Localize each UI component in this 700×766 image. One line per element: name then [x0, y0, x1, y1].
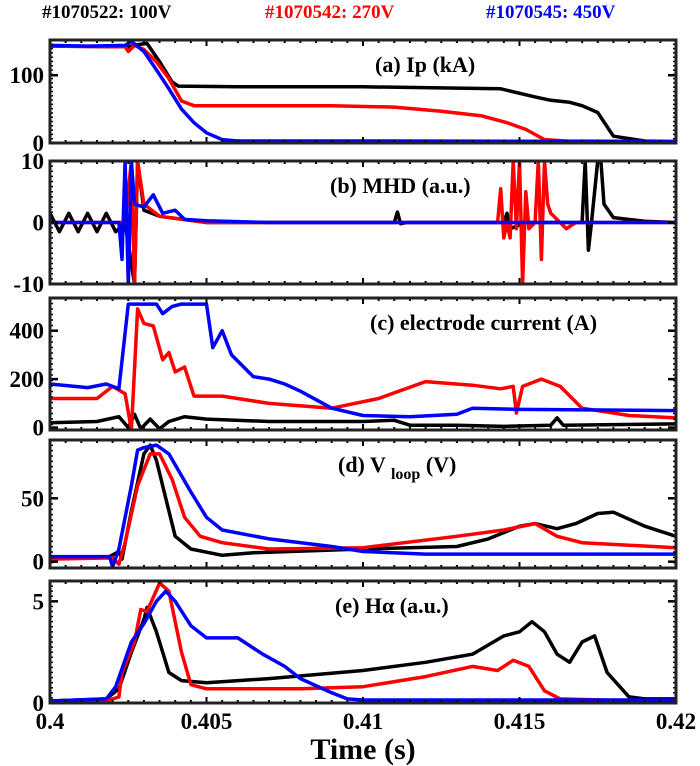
series-line-450v [50, 302, 676, 419]
panel-title: (b) MHD (a.u.) [330, 173, 471, 198]
series-line-100v [50, 161, 676, 284]
series-line-450v [50, 443, 676, 568]
plot-frame [48, 438, 678, 570]
y-tick-label: 400 [10, 319, 45, 344]
x-axis-label: Time (s) [310, 733, 415, 766]
y-tick-label: 5 [33, 589, 45, 614]
x-tick-label: 0.415 [494, 709, 546, 734]
y-tick-label: 0 [33, 211, 45, 236]
panel-b: -10 0 10 (b) MHD (a.u.) [13, 149, 678, 297]
panel-title: (e) Hα (a.u.) [335, 593, 449, 618]
x-tick-label: 0.42 [656, 709, 696, 734]
legend-entry-450v: #1070545: 450V [486, 2, 616, 23]
series-line-270v [50, 43, 676, 143]
plot-frame [48, 579, 678, 705]
x-tick-label: 0.405 [181, 709, 233, 734]
series-line-450v [50, 161, 676, 284]
y-tick-label: 50 [21, 486, 44, 511]
plot-frame [48, 38, 678, 145]
series-line-270v [50, 161, 676, 284]
legend-entry-270v: #1070542: 270V [265, 2, 395, 23]
plot-frame [48, 296, 678, 432]
y-tick-label: 200 [10, 367, 45, 392]
series-line-270v [50, 307, 676, 430]
series-line-450v [50, 40, 676, 143]
series-line-270v [50, 452, 676, 566]
y-tick-label: 0 [33, 416, 45, 441]
panel-title: (a) Ip (kA) [375, 52, 475, 77]
panel-e: 0 5 (e) Hα (a.u.) 0.4 0.405 0.41 0.415 0.42 Time… [33, 579, 696, 766]
x-tick-label: 0.41 [343, 709, 383, 734]
series-line-100v [50, 605, 676, 703]
series-line-270v [50, 581, 676, 703]
y-tick-label: 0 [33, 550, 45, 575]
series-line-100v [50, 41, 676, 143]
plot-frame [48, 159, 678, 286]
x-tick-label: 0.4 [36, 709, 65, 734]
panel-title-part: loop [391, 466, 420, 483]
y-tick-label: 100 [10, 63, 45, 88]
legend: #1070522: 100V #1070542: 270V #1070545: … [0, 0, 700, 26]
y-tick-label: 10 [21, 149, 44, 174]
y-tick-label: 0 [33, 131, 45, 156]
panel-c: 0 200 400 (c) electrode current (A) [10, 296, 678, 441]
panel-title-part: (d) V [338, 452, 391, 477]
panel-title: (d) V loop (V) [338, 452, 456, 483]
panel-title-part: (V) [420, 452, 456, 477]
y-tick-label: 0 [33, 691, 45, 716]
legend-entry-100v: #1070522: 100V [42, 2, 172, 23]
panel-title: (c) electrode current (A) [370, 310, 597, 335]
y-tick-label: -10 [13, 272, 44, 297]
panel-d: 0 50 (d) V loop (V) [21, 438, 678, 575]
panel-a: 0 100 (a) Ip (kA) [10, 38, 678, 156]
series-line-450v [50, 589, 676, 703]
